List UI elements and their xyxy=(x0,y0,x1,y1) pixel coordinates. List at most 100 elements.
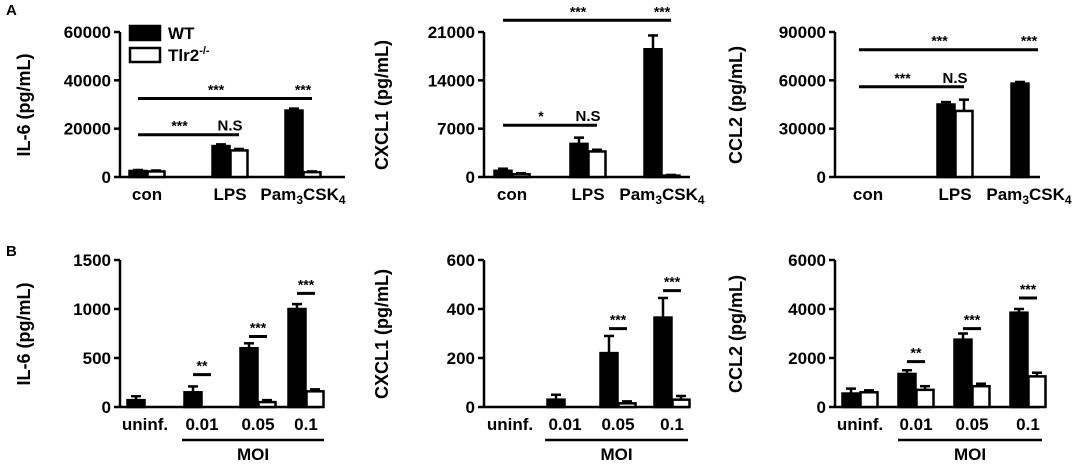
x-tick-label: uninf. xyxy=(837,415,883,434)
y-tick-label: 600 xyxy=(447,251,475,270)
panel-label-b: B xyxy=(6,243,17,260)
x-tick-label: 0.1 xyxy=(660,415,684,434)
bar-wt xyxy=(1009,311,1029,409)
significance-label: *** xyxy=(654,3,671,19)
y-tick-label: 20000 xyxy=(64,120,111,139)
y-tick-label: 1000 xyxy=(73,300,111,319)
significance-label: *** xyxy=(664,274,681,290)
x-tick-label: 0.1 xyxy=(1016,415,1040,434)
bar-wt xyxy=(599,351,619,409)
x-tick-label: LPS xyxy=(938,185,971,204)
chart-b-ccl2: 0 2000 4000 6000 CCL2 (pg/mL) uninf. 0.01 0.05 0… xyxy=(726,251,1047,464)
bar-tlr2-ko xyxy=(671,398,691,409)
y-tick-label: 6000 xyxy=(788,251,826,270)
y-tick-label: 60000 xyxy=(779,71,826,90)
bar-wt xyxy=(284,109,304,179)
significance-label: *** xyxy=(570,3,587,19)
x-tick-label: con xyxy=(132,185,162,204)
y-tick-label: 0 xyxy=(102,168,111,187)
significance-label: N.S xyxy=(575,108,600,125)
y-tick-label: 400 xyxy=(447,300,475,319)
significance-label: * xyxy=(538,108,544,124)
x-tick-label: 0.05 xyxy=(241,415,274,434)
y-tick-label: 90000 xyxy=(779,23,826,42)
bar-wt xyxy=(493,169,513,179)
x-tick-label: 0.1 xyxy=(294,415,318,434)
y-tick-label: 0 xyxy=(817,168,826,187)
x-tick-label: 0.01 xyxy=(548,415,581,434)
bar-tlr2-ko xyxy=(859,391,879,409)
chart-a-ccl2: 0 30000 60000 90000 CCL2 (pg/mL) con LPS Pam3CS… xyxy=(726,23,1072,207)
moi-label: MOI xyxy=(237,445,269,464)
legend-label: Tlr2-/- xyxy=(168,45,210,65)
legend-swatch xyxy=(128,46,162,64)
x-tick-label: Pam3CSK4 xyxy=(986,185,1072,207)
bar-wt xyxy=(953,338,973,409)
y-tick-label: 60000 xyxy=(64,23,111,42)
chart-b-il6: 0 500 1000 1500 IL-6 (pg/mL) uninf. 0.01 0.05 0.… xyxy=(14,251,325,464)
bar-tlr2-ko xyxy=(1027,375,1047,409)
bar-tlr2-ko xyxy=(257,400,277,409)
bar-wt xyxy=(936,103,956,179)
panel-label-a: A xyxy=(6,2,17,19)
y-tick-label: 0 xyxy=(102,398,111,417)
chart-b-cxcl1: 0 200 400 600 CXCL1 (pg/mL) uninf. 0.01 0.05 0.1… xyxy=(372,251,691,464)
x-tick-label: Pam3CSK4 xyxy=(619,185,705,207)
x-tick-label: uninf. xyxy=(487,415,533,434)
y-tick-label: 2000 xyxy=(788,349,826,368)
chart-a-cxcl1: 0 7000 14000 21000 CXCL1 (pg/mL) con LPS Pam3CS… xyxy=(372,3,705,207)
y-tick-label: 4000 xyxy=(788,300,826,319)
bar-wt xyxy=(211,144,231,179)
legend: WT Tlr2-/- xyxy=(128,24,210,65)
bar-tlr2-ko xyxy=(587,150,607,179)
x-tick-label: Pam3CSK4 xyxy=(260,185,346,207)
bar-wt xyxy=(128,169,148,179)
y-tick-label: 200 xyxy=(447,349,475,368)
significance-label: *** xyxy=(894,70,911,86)
y-tick-label: 500 xyxy=(83,349,111,368)
y-axis-label: CCL2 (pg/mL) xyxy=(726,275,746,393)
significance-label: *** xyxy=(931,33,948,49)
bar-wt xyxy=(897,372,917,409)
significance-label: N.S xyxy=(217,118,242,135)
bar-wt xyxy=(569,142,589,179)
y-tick-label: 14000 xyxy=(428,71,475,90)
significance-label: *** xyxy=(1020,281,1037,297)
bar-tlr2-ko xyxy=(229,149,249,179)
bar-tlr2-ko xyxy=(954,109,974,179)
bar-wt xyxy=(126,398,146,409)
bar-wt xyxy=(1010,82,1030,179)
x-tick-label: con xyxy=(497,185,527,204)
y-axis-label: IL-6 (pg/mL) xyxy=(14,283,34,386)
significance-label: N.S xyxy=(942,70,967,87)
y-tick-label: 0 xyxy=(466,398,475,417)
significance-label: *** xyxy=(250,319,267,335)
x-tick-label: LPS xyxy=(571,185,604,204)
x-tick-label: 0.01 xyxy=(899,415,932,434)
y-tick-label: 7000 xyxy=(437,120,475,139)
significance-label: *** xyxy=(964,312,981,328)
y-axis-label: IL-6 (pg/mL) xyxy=(14,54,34,157)
bar-tlr2-ko xyxy=(305,390,325,409)
legend-swatch xyxy=(128,24,162,42)
significance-label: ** xyxy=(911,345,922,361)
x-tick-label: 0.01 xyxy=(185,415,218,434)
legend-label: WT xyxy=(168,24,195,43)
y-axis-label: CCL2 (pg/mL) xyxy=(726,46,746,164)
chart-a-il6: 0 20000 40000 60000 IL-6 (pg/mL) con LPS Pam3CS… xyxy=(14,23,346,207)
bar-wt xyxy=(653,316,673,409)
bar-wt xyxy=(546,398,566,409)
y-tick-label: 40000 xyxy=(64,71,111,90)
significance-label: *** xyxy=(1021,33,1038,49)
bar-tlr2-ko xyxy=(511,172,531,179)
x-tick-label: uninf. xyxy=(122,415,168,434)
bar-wt xyxy=(841,392,861,409)
y-axis-label: CXCL1 (pg/mL) xyxy=(372,40,392,170)
bar-tlr2-ko xyxy=(302,170,322,179)
y-tick-label: 21000 xyxy=(428,23,475,42)
y-tick-label: 30000 xyxy=(779,120,826,139)
x-tick-label: LPS xyxy=(213,185,246,204)
bar-tlr2-ko xyxy=(146,170,166,179)
bar-wt xyxy=(643,48,663,179)
